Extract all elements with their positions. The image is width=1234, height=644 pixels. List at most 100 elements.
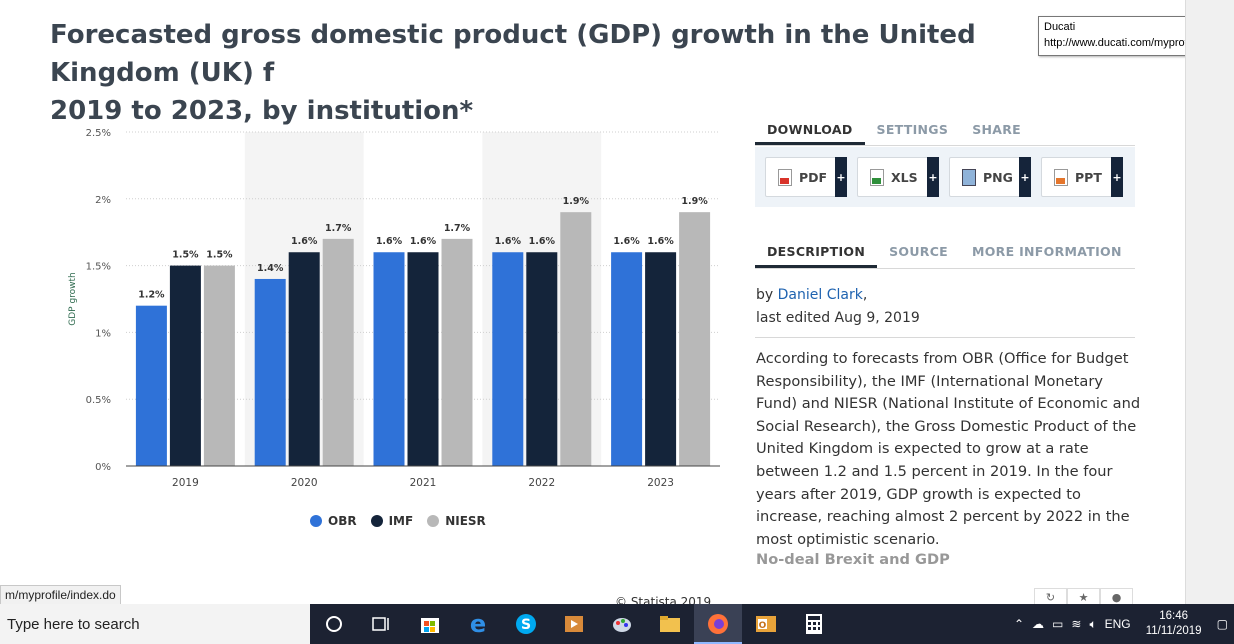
download-xls-label: XLS	[891, 169, 918, 185]
svg-text:S: S	[521, 617, 531, 633]
bell-icon[interactable]: ●	[1100, 588, 1133, 604]
page-title: Forecasted gross domestic product (GDP) …	[50, 20, 976, 126]
bar-value-label: 1.7%	[325, 223, 352, 234]
description-text: According to forecasts from OBR (Office …	[756, 350, 1141, 548]
bar-niesr	[322, 238, 354, 466]
page-scrollbar[interactable]	[1185, 0, 1234, 604]
plus-icon[interactable]: +	[927, 157, 939, 197]
legend-dot-icon	[370, 515, 383, 527]
bar-imf	[288, 252, 320, 466]
bar-value-label: 1.5%	[206, 250, 233, 261]
bar-value-label: 1.5%	[172, 250, 199, 261]
media-player-icon[interactable]	[550, 604, 598, 644]
bar-value-label: 1.6%	[291, 236, 318, 247]
tab-download[interactable]: DOWNLOAD	[755, 112, 865, 145]
plus-icon[interactable]: +	[1019, 157, 1031, 197]
statista-page: Forecasted gross domestic product (GDP) …	[50, 20, 1141, 604]
file-explorer-icon[interactable]	[646, 604, 694, 644]
bar-obr	[611, 252, 643, 466]
download-panel: PDF + XLS + PNG + PPT +	[755, 147, 1135, 207]
download-png-label: PNG	[983, 169, 1013, 185]
tab-description[interactable]: DESCRIPTION	[755, 234, 878, 268]
notifications-icon[interactable]: ▢	[1216, 617, 1228, 631]
download-xls-button[interactable]: XLS +	[857, 157, 939, 197]
firefox-icon[interactable]	[694, 604, 742, 644]
legend-item-imf[interactable]: IMF	[370, 514, 414, 528]
legend-item-niesr[interactable]: NIESR	[427, 514, 486, 528]
windows-taskbar: Type here to search e S O ⌃ ☁ ▭ ≋ 🔈︎ ENG…	[0, 604, 1234, 644]
edge-icon[interactable]: e	[469, 610, 487, 638]
y-tick-label: 0%	[95, 462, 111, 473]
bar-value-label: 1.7%	[444, 223, 471, 234]
clock-date: 11/11/2019	[1145, 625, 1202, 637]
bar-obr	[135, 305, 167, 466]
action-icons: ↻ ★ ●	[1034, 588, 1133, 604]
task-view-icon[interactable]	[358, 604, 406, 644]
taskbar-search-input[interactable]: Type here to search	[0, 604, 310, 644]
store-icon[interactable]	[406, 604, 454, 644]
bar-obr	[492, 252, 524, 466]
byline-prefix: by	[756, 287, 778, 303]
plus-icon[interactable]: +	[1111, 157, 1123, 197]
bar-value-label: 1.9%	[563, 196, 590, 207]
xls-file-icon	[870, 168, 884, 186]
x-tick-label: 2019	[172, 477, 199, 489]
download-png-button[interactable]: PNG +	[949, 157, 1031, 197]
star-icon[interactable]: ★	[1067, 588, 1100, 604]
bar-value-label: 1.6%	[410, 236, 437, 247]
download-pdf-button[interactable]: PDF +	[765, 157, 847, 197]
legend-label: OBR	[328, 514, 357, 528]
calculator-icon[interactable]	[790, 604, 838, 644]
language-indicator[interactable]: ENG	[1104, 617, 1131, 631]
plus-icon[interactable]: +	[835, 157, 847, 197]
refresh-icon[interactable]: ↻	[1034, 588, 1067, 604]
clock-time: 16:46	[1159, 610, 1189, 622]
tooltip-url: http://www.ducati.com/myprofile/i	[1044, 37, 1205, 49]
wifi-icon[interactable]: ≋	[1071, 617, 1082, 631]
bar-imf	[526, 252, 558, 466]
download-pdf-label: PDF	[799, 169, 828, 185]
bar-imf	[407, 252, 439, 466]
legend-dot-icon	[427, 515, 440, 527]
bar-imf	[169, 265, 201, 466]
author-link[interactable]: Daniel Clark	[777, 287, 863, 303]
y-tick-label: 2.5%	[86, 128, 111, 139]
gdp-bar-chart: 0% 0.5% 1% 1.5% 2% 2.5% GDP growth 1.2% 1.5% 1.5%…	[55, 110, 735, 550]
statista-copyright: © Statista 2019	[615, 595, 712, 604]
download-ppt-button[interactable]: PPT +	[1041, 157, 1123, 197]
outlook-icon[interactable]: O	[742, 604, 790, 644]
bar-value-label: 1.6%	[647, 236, 674, 247]
tooltip-title: Ducati	[1044, 21, 1076, 33]
download-ppt-label: PPT	[1075, 169, 1102, 185]
bar-value-label: 1.6%	[529, 236, 556, 247]
volume-icon[interactable]: 🔈︎	[1089, 616, 1097, 631]
legend-item-obr[interactable]: OBR	[310, 514, 357, 528]
tab-settings[interactable]: SETTINGS	[876, 122, 949, 137]
x-tick-label: 2021	[410, 477, 437, 489]
chevron-up-icon[interactable]: ⌃	[1013, 617, 1025, 631]
x-tick-label: 2020	[291, 477, 318, 489]
download-tabs: DOWNLOAD SETTINGS SHARE	[755, 112, 1135, 146]
chart-legend[interactable]: OBR IMF NIESR	[310, 514, 486, 528]
tab-source[interactable]: SOURCE	[889, 244, 949, 259]
bar-value-label: 1.9%	[681, 196, 708, 207]
status-bar-url: m/myprofile/index.do	[0, 585, 121, 605]
battery-icon[interactable]: ▭	[1052, 617, 1064, 631]
y-tick-label: 2%	[95, 195, 111, 206]
bar-value-label: 1.6%	[495, 236, 522, 247]
subheading-no-deal-brexit: No-deal Brexit and GDP	[756, 551, 950, 568]
y-tick-label: 1.5%	[86, 262, 111, 273]
chart-svg: 0% 0.5% 1% 1.5% 2% 2.5% GDP growth 1.2% 1.5% 1.5%…	[68, 128, 720, 489]
tab-share[interactable]: SHARE	[972, 122, 1021, 137]
onedrive-icon[interactable]: ☁	[1032, 617, 1045, 631]
cortana-icon[interactable]	[310, 604, 358, 644]
tab-more-information[interactable]: MORE INFORMATION	[972, 244, 1122, 259]
info-tabs: DESCRIPTION SOURCE MORE INFORMATION	[755, 234, 1135, 269]
legend-label: IMF	[388, 514, 414, 528]
legend-dot-icon	[310, 515, 322, 527]
y-tick-label: 1%	[95, 328, 111, 339]
clock[interactable]: 16:46 11/11/2019	[1139, 609, 1209, 639]
paint-icon[interactable]	[598, 604, 646, 644]
bar-obr	[373, 252, 405, 466]
skype-icon[interactable]: S	[502, 604, 550, 644]
